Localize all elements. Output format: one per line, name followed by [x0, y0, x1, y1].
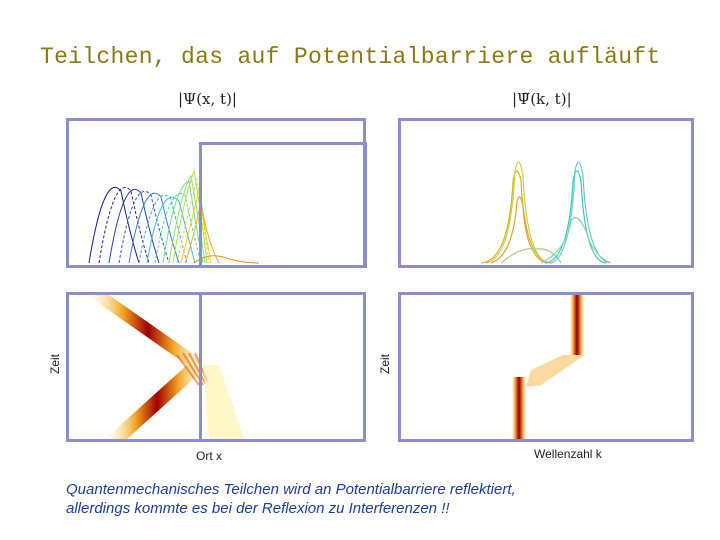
- slide-title: Teilchen, das auf Potentialbarriere aufl…: [40, 44, 661, 70]
- curve-12: [176, 178, 210, 264]
- k-curve-left-1: [480, 170, 552, 264]
- reflected-band: [105, 365, 209, 439]
- curve-1: [88, 186, 140, 264]
- curve-7: [146, 196, 196, 264]
- curve-4: [118, 190, 170, 264]
- incident-band: [87, 295, 209, 365]
- time-axis-label-right: Zeit: [378, 353, 392, 374]
- k-curve-left-3: [490, 196, 547, 264]
- momentum-density-plot: [511, 295, 585, 439]
- caption-line-1: Quantenmechanisches Teilchen wird an Pot…: [66, 481, 516, 498]
- position-density-plot: [87, 295, 244, 439]
- k-curve-right-2: [550, 161, 610, 264]
- reflected-k-band: [511, 377, 527, 439]
- transmitted-band: [203, 365, 244, 439]
- momentum-curves: [480, 161, 612, 264]
- curve-15: [193, 255, 260, 264]
- position-density-panel: [66, 292, 366, 442]
- transition-region: [526, 355, 585, 387]
- caption-line-2: allerdings kommte es bei der Reflexion z…: [66, 500, 450, 517]
- position-axis-label: Ort x: [196, 449, 222, 463]
- time-axis-label-left: Zeit: [48, 353, 62, 374]
- momentum-waveform-plot: [480, 161, 612, 264]
- curve-11: [172, 169, 208, 264]
- momentum-density-panel: [398, 292, 694, 442]
- k-curve-left-2: [485, 161, 550, 264]
- k-curve-right-1: [545, 170, 607, 264]
- curve-3: [108, 188, 160, 264]
- barrier-box-top: [199, 142, 367, 268]
- curve-6: [138, 194, 188, 264]
- caption: Quantenmechanisches Teilchen wird an Pot…: [66, 480, 686, 518]
- k-curve-right-3: [540, 217, 612, 264]
- barrier-line-bottom: [199, 292, 202, 442]
- curve-8: [154, 193, 202, 264]
- k-curve-mid: [500, 247, 562, 264]
- psi-x-label: |Ψ(x, t)|: [178, 90, 237, 108]
- wavenumber-axis-label: Wellenzahl k: [534, 447, 602, 461]
- curve-2: [98, 186, 150, 264]
- initial-k-band: [569, 295, 585, 355]
- psi-k-label: |Ψ̃(k, t)|: [512, 90, 572, 108]
- momentum-waveform-panel: [398, 118, 694, 268]
